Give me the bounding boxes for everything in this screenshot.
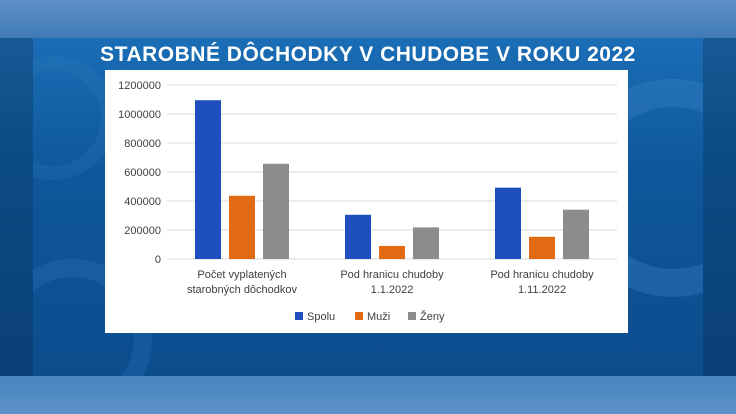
legend-label: Ženy [420,310,445,323]
y-tick-label: 1200000 [118,80,161,92]
legend-swatch [295,312,303,320]
chart-title: STAROBNÉ DÔCHODKY V CHUDOBE V ROKU 2022 [100,43,636,66]
legend-label: Spolu [307,311,335,323]
category-label: 1.11.2022 [518,284,566,296]
bar-ženy [563,209,589,259]
y-tick-label: 400000 [124,196,161,208]
category-label: Počet vyplatených [197,269,286,281]
chart-area: 0 200000 400000 600000 800000 1000000 1200000 P… [105,70,628,333]
y-tick-label: 200000 [124,225,161,237]
bar-chart: 0 200000 400000 600000 800000 1000000 1200000 P… [118,80,617,323]
category-label: starobných dôchodkov [187,284,298,296]
legend-label: Muži [367,311,390,323]
bottom-band [0,376,736,414]
bar-ženy [413,227,439,259]
bar-muži [529,236,555,259]
bar-spolu [495,187,521,259]
legend-swatch [355,312,363,320]
y-tick-label: 800000 [124,138,161,150]
category-label: Pod hranicu chudoby [340,269,444,281]
bar-muži [379,245,405,259]
bar-spolu [345,214,371,259]
bar-ženy [263,163,289,259]
y-tick-label: 0 [155,254,161,266]
y-tick-label: 1000000 [118,109,161,121]
category-label: 1.1.2022 [371,284,414,296]
bar-spolu [195,100,221,259]
category-label: Pod hranicu chudoby [490,269,594,281]
legend-swatch [408,312,416,320]
bar-muži [229,195,255,259]
top-band [0,0,736,38]
y-tick-label: 600000 [124,167,161,179]
